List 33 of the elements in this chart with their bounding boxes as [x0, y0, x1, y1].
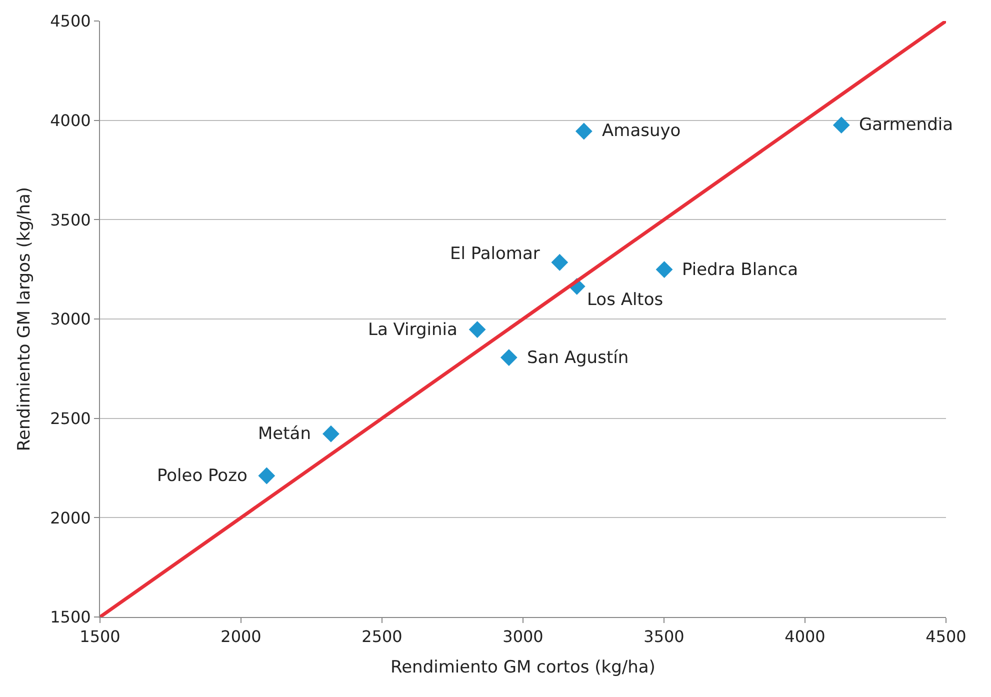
point: [258, 467, 276, 484]
x-tick-label: 4000: [784, 627, 826, 646]
annotation: Los Altos: [587, 290, 664, 310]
y-tick-label: 1500: [50, 608, 91, 627]
point: [468, 321, 486, 338]
y-tick-label: 2500: [50, 408, 91, 428]
x-tick-label: 1500: [80, 627, 120, 646]
annotation: Metán: [258, 424, 311, 444]
annotation: La Virginia: [368, 320, 458, 340]
x-tick-label: 4500: [926, 627, 966, 646]
y-tick-label: 4500: [50, 12, 91, 31]
annotation: El Palomar: [450, 244, 540, 264]
point: [500, 349, 518, 366]
point: [656, 261, 673, 278]
point: [322, 425, 340, 442]
x-tick-label: 2500: [362, 627, 402, 646]
x-tick-label: 3500: [644, 627, 684, 646]
x-axis-title: Rendimiento GM cortos (kg/ha): [390, 658, 656, 678]
y-axis-title: Rendimiento GM largos (kg/ha): [14, 186, 35, 452]
y-tick-label: 2000: [50, 508, 91, 528]
x-tick-label: 2000: [220, 627, 262, 646]
y-tick-label: 3500: [50, 210, 91, 230]
point: [575, 122, 592, 140]
point: [551, 254, 568, 271]
annotation: Amasuyo: [602, 121, 681, 141]
annotation: Garmendia: [859, 115, 954, 135]
annotation: Piedra Blanca: [682, 260, 798, 280]
y-tick-label: 4000: [50, 110, 91, 130]
x-tick-label: 3000: [502, 627, 544, 646]
point: [832, 116, 850, 134]
annotation: San Agustín: [527, 348, 629, 368]
annotation: Poleo Pozo: [157, 466, 248, 486]
y-tick-label: 3000: [50, 310, 91, 329]
